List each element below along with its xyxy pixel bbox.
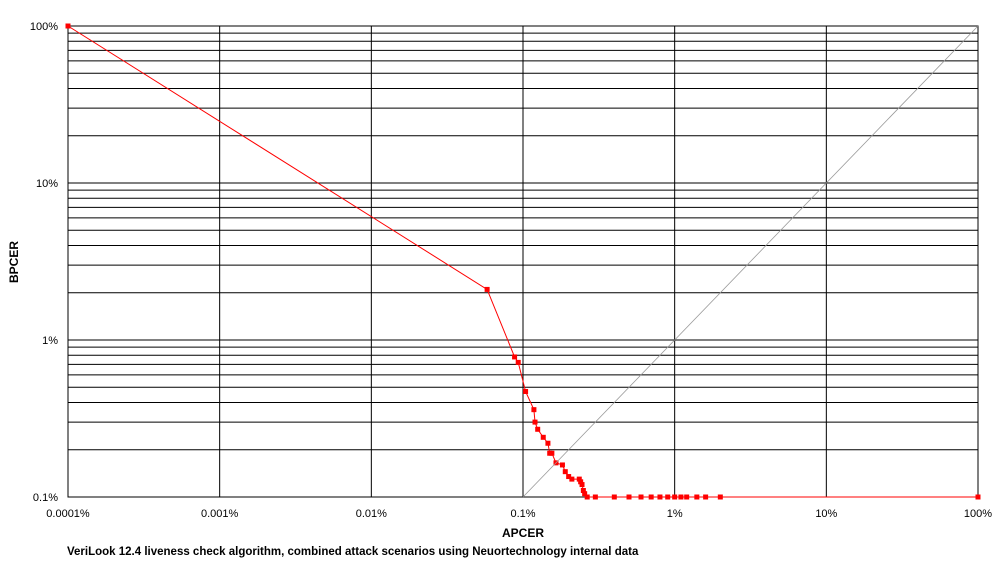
x-tick-label: 100% [964, 508, 992, 520]
data-point-marker [638, 494, 644, 500]
y-axis-title: BPCER [7, 241, 21, 283]
data-point-marker [580, 488, 586, 494]
x-tick-label: 0.01% [356, 508, 387, 520]
data-point-marker [672, 494, 678, 500]
data-point-marker [559, 462, 565, 468]
data-point-marker [535, 426, 541, 432]
x-tick-label: 1% [667, 508, 683, 520]
data-point-marker [65, 23, 71, 29]
data-point-marker [975, 494, 981, 500]
x-tick-label: 0.001% [201, 508, 239, 520]
y-tick-label: 1% [42, 335, 58, 347]
data-point-marker [531, 407, 537, 413]
series-layer [65, 23, 981, 500]
tick-labels: 0.0001% 0.001% 0.01% 0.1% 1% 10% 100% 0.1% 1% 10%… [30, 21, 992, 520]
data-point-marker [592, 494, 598, 500]
y-tick-label: 10% [36, 178, 58, 190]
data-point-marker [626, 494, 632, 500]
data-point-marker [584, 494, 590, 500]
data-point-marker [694, 494, 700, 500]
data-point-marker [703, 494, 709, 500]
y-tick-label: 100% [30, 21, 58, 33]
y-tick-label: 0.1% [33, 492, 58, 504]
data-point-marker [611, 494, 617, 500]
data-point-marker [512, 354, 518, 360]
data-point-marker [484, 286, 490, 292]
data-point-marker [578, 479, 584, 485]
data-point-marker [515, 359, 521, 365]
data-point-marker [569, 476, 575, 482]
data-point-marker [657, 494, 663, 500]
data-point-marker [648, 494, 654, 500]
data-point-marker [582, 491, 588, 497]
data-point-marker [579, 482, 585, 488]
data-point-marker [678, 494, 684, 500]
x-tick-label: 10% [815, 508, 837, 520]
data-point-marker [545, 440, 551, 446]
data-point-marker [532, 419, 538, 425]
reference-diagonal-line [522, 25, 979, 498]
data-point-marker [576, 476, 582, 482]
chart-caption: VeriLook 12.4 liveness check algorithm, … [67, 546, 639, 558]
x-tick-label: 0.0001% [46, 508, 90, 520]
data-point-marker [665, 494, 671, 500]
data-point-marker [549, 450, 555, 456]
data-point-marker [523, 388, 529, 394]
data-point-marker [684, 494, 690, 500]
x-tick-label: 0.1% [510, 508, 535, 520]
data-point-marker [717, 494, 723, 500]
x-axis-title: APCER [502, 526, 544, 540]
data-point-marker [566, 474, 572, 480]
data-point-marker [562, 469, 568, 475]
grid [67, 25, 979, 498]
data-point-marker [540, 434, 546, 440]
